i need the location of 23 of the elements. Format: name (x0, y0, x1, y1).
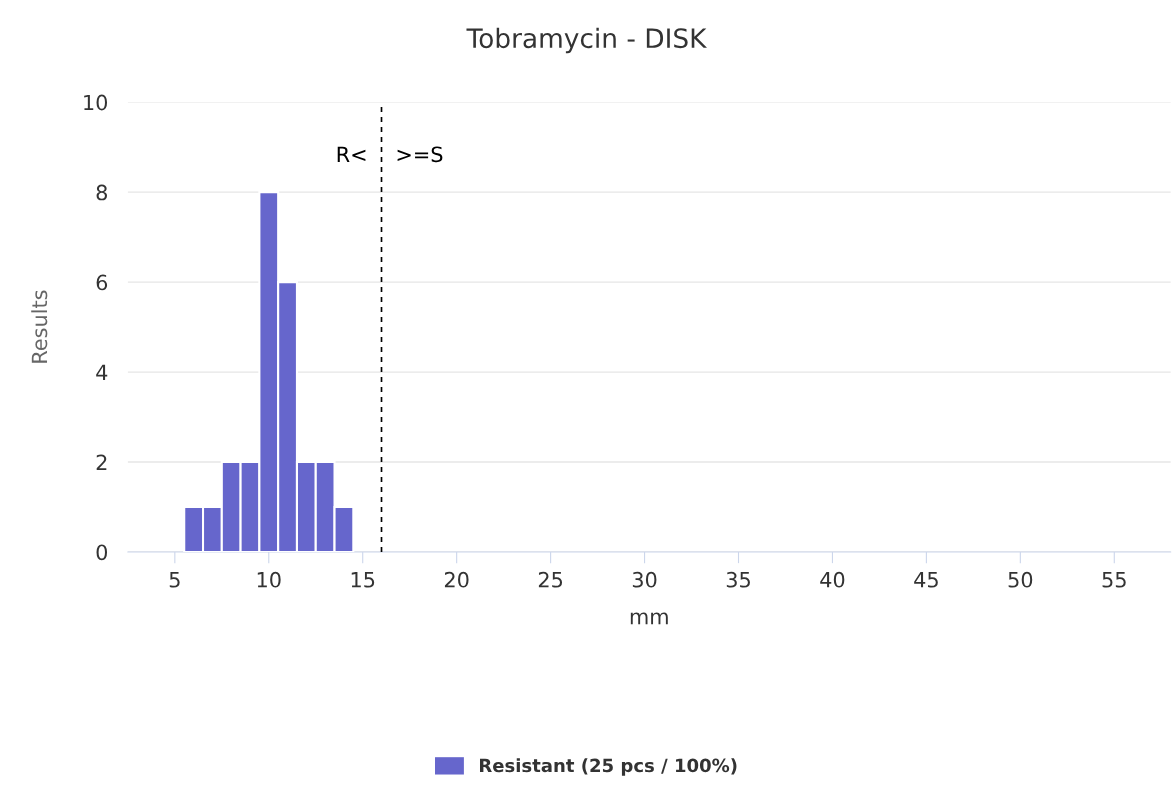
x-axis-title: mm (630, 612, 668, 625)
x-tick-label: 50 (1008, 571, 1033, 588)
y-tick-label: 10 (84, 94, 108, 111)
y-tick-label: 4 (96, 364, 108, 380)
x-tick-label: 55 (1102, 572, 1126, 588)
x-tick-label: 30 (632, 571, 657, 588)
x-tick-label: 40 (820, 571, 845, 588)
x-tick-label: 25 (538, 571, 563, 588)
y-tick-label: 6 (96, 274, 108, 291)
chart-title: Tobramycin - DISK (466, 27, 707, 54)
y-tick-label: 2 (96, 454, 107, 470)
x-tick-label: 5 (169, 572, 180, 588)
annotation: R< (337, 146, 366, 162)
x-tick-label: 10 (257, 571, 281, 588)
y-tick-label: 0 (96, 544, 108, 561)
legend-label: Resistant (25 pcs / 100%) (480, 758, 737, 776)
x-tick-label: 45 (914, 572, 938, 588)
x-tick-label: 35 (726, 571, 750, 588)
x-tick-label: 15 (351, 572, 375, 588)
x-tick-label: 20 (444, 571, 469, 588)
y-axis-title: Results (31, 290, 48, 363)
y-tick-label: 8 (96, 184, 107, 201)
annotation: >=S (397, 146, 443, 163)
